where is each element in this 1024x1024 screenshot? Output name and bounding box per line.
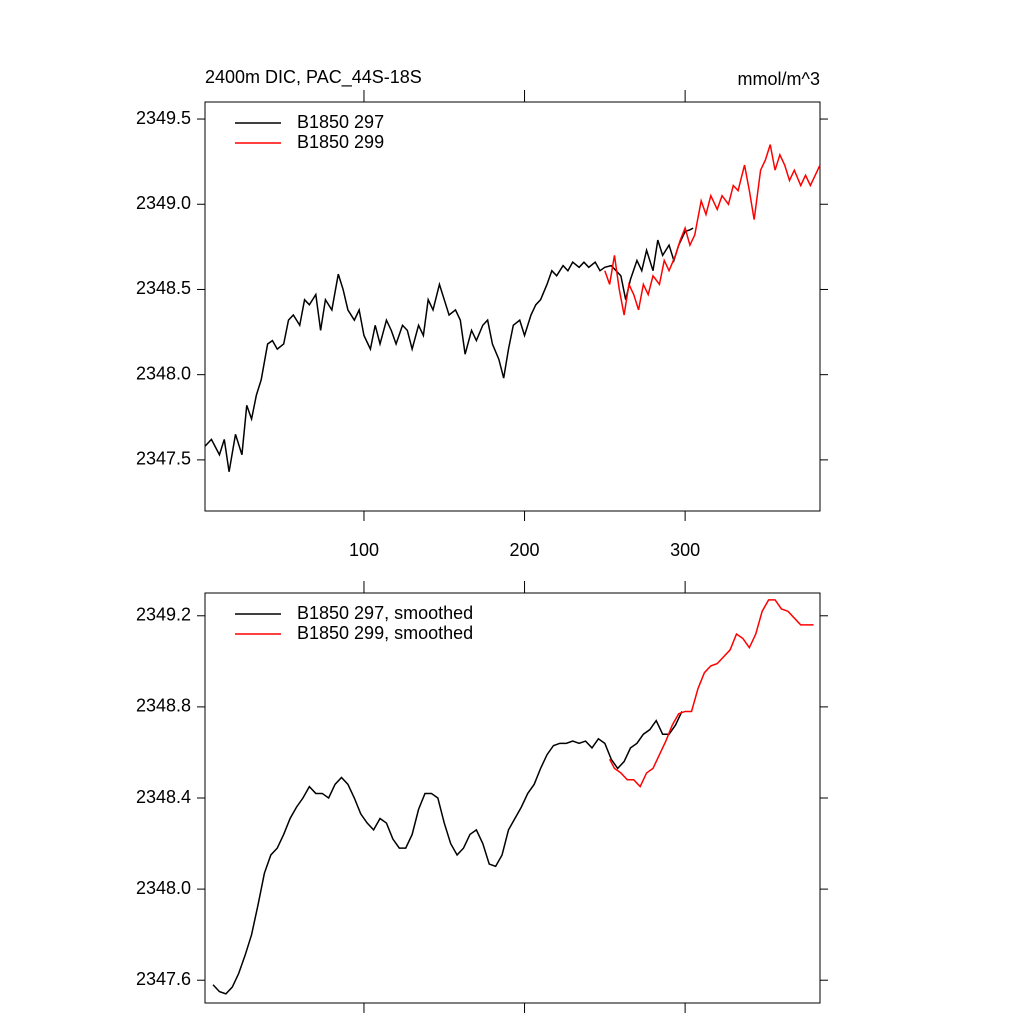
- y-tick-label: 2348.0: [136, 878, 191, 898]
- data-line: [204, 227, 694, 472]
- units-label: mmol/m^3: [738, 69, 820, 89]
- y-tick-label: 2347.5: [136, 449, 191, 469]
- legend-label: B1850 297, smoothed: [297, 603, 473, 623]
- y-tick-label: 2348.8: [136, 696, 191, 716]
- x-tick-label: 300: [670, 540, 700, 560]
- legend-label: B1850 299: [297, 132, 384, 152]
- y-tick-label: 2348.5: [136, 278, 191, 298]
- y-tick-label: 2349.2: [136, 605, 191, 625]
- data-line: [608, 599, 814, 788]
- plot-frame: [204, 101, 821, 512]
- legend-label: B1850 299, smoothed: [297, 623, 473, 643]
- y-tick-label: 2348.0: [136, 363, 191, 383]
- data-line: [212, 711, 683, 995]
- x-tick-label: 100: [349, 540, 379, 560]
- legend-label: B1850 297: [297, 112, 384, 132]
- y-tick-label: 2348.4: [136, 787, 191, 807]
- y-tick-label: 2349.5: [136, 108, 191, 128]
- chart-title: 2400m DIC, PAC_44S-18S: [205, 67, 422, 88]
- x-tick-label: 200: [510, 540, 540, 560]
- y-tick-label: 2347.6: [136, 969, 191, 989]
- data-line: [604, 144, 821, 316]
- plot-frame: [204, 592, 821, 1004]
- y-tick-label: 2349.0: [136, 193, 191, 213]
